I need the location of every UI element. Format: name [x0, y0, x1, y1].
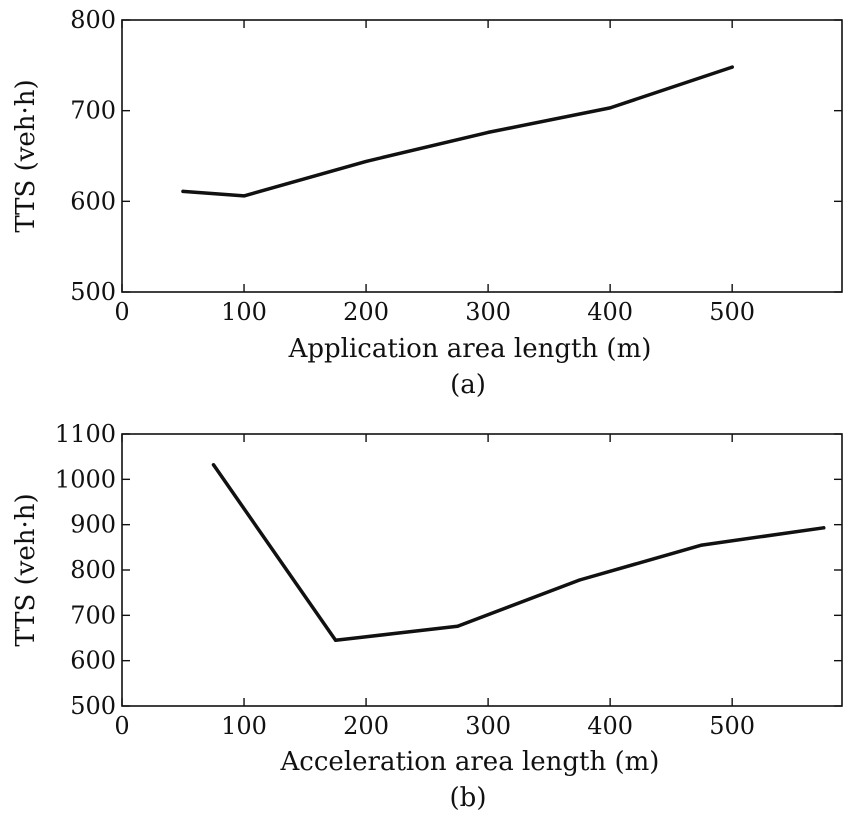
x-tick-label: 0	[114, 712, 129, 740]
data-point	[578, 578, 582, 582]
y-tick-label: 700	[70, 601, 116, 629]
x-tick-label: 100	[221, 298, 267, 326]
x-axis-label: Acceleration area length (m)	[280, 747, 660, 777]
x-tick-label: 200	[343, 298, 389, 326]
data-point	[486, 130, 490, 135]
data-point	[211, 463, 216, 467]
x-tick-label: 400	[587, 298, 633, 326]
y-tick-label: 800	[70, 6, 116, 34]
x-tick-label: 500	[709, 298, 755, 326]
x-tick-label: 100	[221, 712, 267, 740]
y-tick-label: 600	[70, 187, 116, 215]
data-point	[333, 638, 338, 642]
chart-panel-2: 0 100 200 300 400 500 500 600 700 800 900 1000 1100 A…	[11, 420, 843, 813]
x-tick-label: 500	[709, 712, 755, 740]
y-axis-label: TTS (veh·h)	[11, 79, 41, 232]
data-point	[242, 194, 246, 198]
series-line-1	[181, 65, 734, 198]
y-tick-label: 1100	[55, 420, 116, 448]
plot-frame	[121, 19, 843, 293]
data-point	[608, 106, 612, 110]
panel-caption: (b)	[450, 783, 487, 813]
data-point	[455, 624, 460, 628]
x-tick-label: 300	[465, 712, 511, 740]
y-tick-label: 1000	[55, 465, 116, 493]
y-tick-label: 600	[70, 647, 116, 675]
x-tick-label: 400	[587, 712, 633, 740]
x-tick-label: 0	[114, 298, 129, 326]
y-tick-label: 500	[70, 278, 116, 306]
series-line-1	[211, 463, 826, 643]
y-tick-label: 900	[70, 511, 116, 539]
plot-frame	[121, 433, 843, 707]
x-axis-label: Application area length (m)	[288, 334, 652, 364]
data-point	[730, 65, 734, 69]
y-axis-label: TTS (veh·h)	[11, 493, 41, 646]
y-tick-label: 800	[70, 556, 116, 584]
data-point	[700, 543, 704, 547]
y-tick-label: 500	[70, 692, 116, 720]
panel-caption: (a)	[450, 370, 486, 400]
x-tick-label: 200	[343, 712, 389, 740]
y-tick-label: 700	[70, 97, 116, 125]
data-point	[364, 159, 368, 164]
chart-panel-1: 0 100 200 300 400 500 500 600 700 800 Application …	[11, 6, 843, 400]
data-point	[822, 526, 826, 530]
x-tick-label: 300	[465, 298, 511, 326]
data-point	[181, 189, 185, 193]
